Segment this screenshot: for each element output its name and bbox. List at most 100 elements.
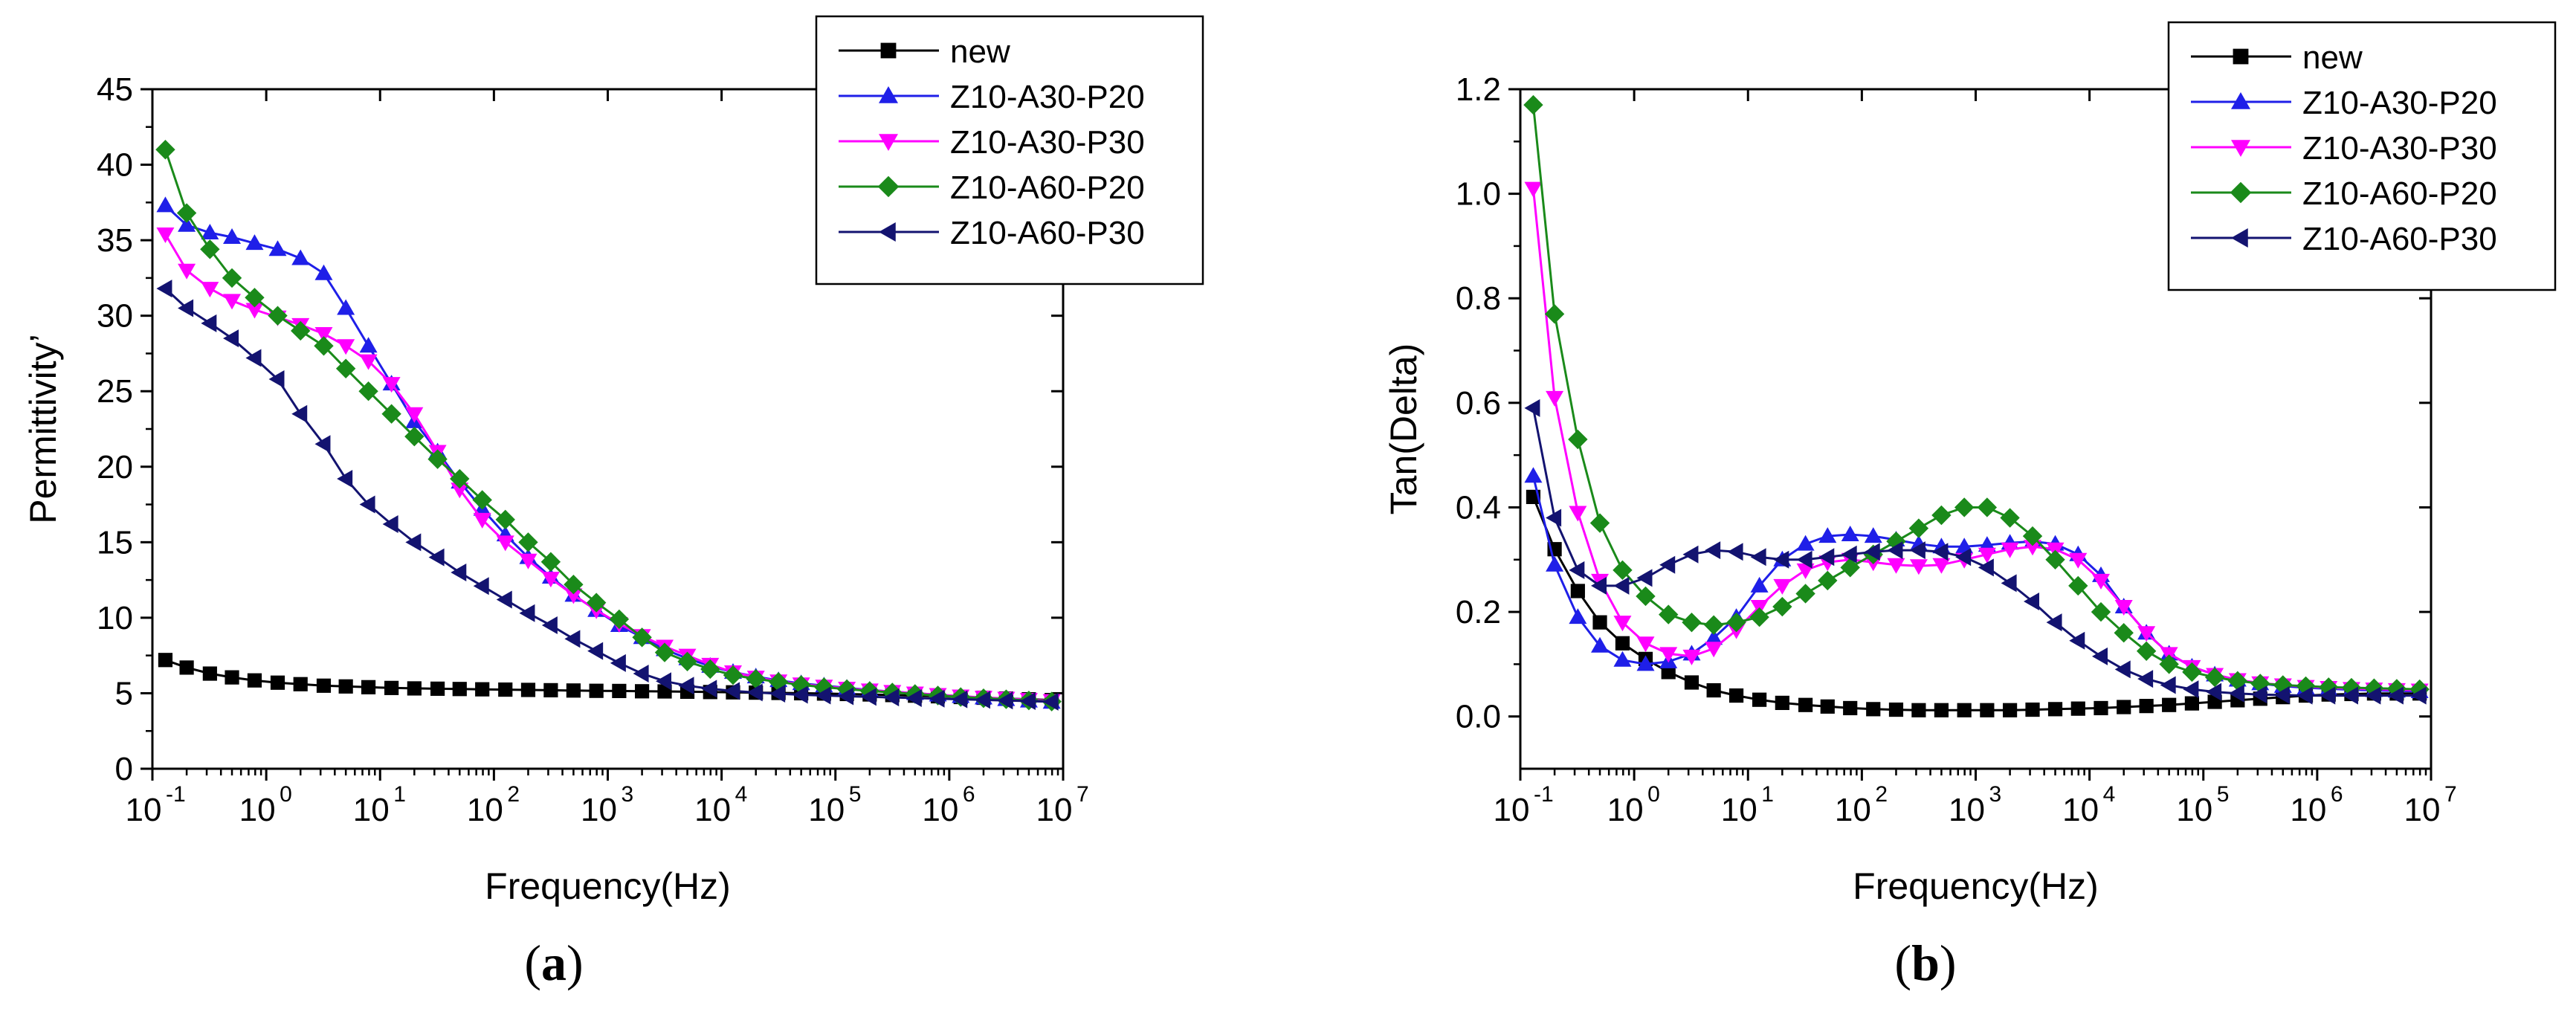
data-point bbox=[2342, 686, 2358, 705]
data-point bbox=[1841, 545, 1857, 564]
data-point bbox=[859, 681, 880, 701]
data-point bbox=[335, 358, 356, 378]
data-point bbox=[291, 249, 310, 265]
data-point bbox=[2296, 676, 2316, 697]
data-point bbox=[178, 299, 194, 317]
data-point bbox=[929, 689, 945, 708]
y-tick-label: 0.2 bbox=[1456, 594, 1501, 630]
data-point bbox=[1955, 548, 1972, 567]
data-point bbox=[1613, 560, 1633, 581]
data-point bbox=[1636, 636, 1655, 653]
x-tick-label: 10 bbox=[2290, 792, 2326, 828]
data-point bbox=[860, 688, 877, 706]
data-point bbox=[156, 196, 175, 213]
data-point bbox=[769, 685, 786, 703]
data-point bbox=[361, 680, 376, 694]
data-point bbox=[974, 691, 990, 709]
legend-marker bbox=[2231, 140, 2250, 157]
x-tick-label: 10 bbox=[126, 792, 162, 828]
data-point bbox=[589, 683, 604, 698]
data-point bbox=[245, 288, 265, 308]
data-point bbox=[2024, 540, 2042, 556]
legend-label: Z10-A60-P20 bbox=[950, 170, 1145, 206]
data-point bbox=[2001, 574, 2017, 593]
legend-entry-z10-a60-p30: Z10-A60-P30 bbox=[2191, 221, 2497, 257]
x-tick-label: 10 bbox=[2176, 792, 2212, 828]
data-point bbox=[520, 682, 536, 697]
data-point bbox=[1591, 576, 1607, 595]
legend-entry-new: new bbox=[839, 33, 1010, 70]
data-point bbox=[746, 668, 766, 689]
caption-b: (b) bbox=[1894, 935, 1956, 991]
data-point bbox=[1909, 541, 1925, 560]
data-point bbox=[1524, 467, 1543, 483]
y-tick-label: 10 bbox=[97, 600, 133, 636]
data-point bbox=[1887, 558, 1905, 574]
legend-entry-z10-a30-p20: Z10-A30-P20 bbox=[839, 79, 1145, 115]
data-point bbox=[768, 672, 789, 692]
x-tick-label: 10 bbox=[1949, 792, 1985, 828]
data-point bbox=[245, 303, 264, 319]
y-tick-label: 15 bbox=[97, 524, 133, 561]
data-point bbox=[1705, 541, 1721, 560]
x-tick-exponent: 2 bbox=[1875, 782, 1888, 807]
data-point bbox=[179, 660, 194, 675]
data-point bbox=[564, 575, 584, 595]
data-point bbox=[587, 642, 604, 660]
data-point bbox=[883, 688, 900, 707]
data-point bbox=[1752, 692, 1767, 707]
data-point bbox=[1570, 584, 1585, 598]
data-point bbox=[384, 680, 399, 695]
data-point bbox=[541, 572, 560, 588]
data-point bbox=[2001, 542, 2019, 558]
legend-entry-z10-a30-p20: Z10-A30-P20 bbox=[2191, 85, 2497, 121]
data-point bbox=[1978, 558, 1994, 577]
data-point bbox=[293, 677, 308, 691]
series-line bbox=[164, 659, 1052, 702]
data-point bbox=[1820, 699, 1835, 714]
data-point bbox=[815, 686, 831, 705]
x-tick-label: 10 bbox=[2062, 792, 2099, 828]
data-point bbox=[2069, 631, 2085, 650]
data-point bbox=[1042, 692, 1059, 711]
legend-marker bbox=[2230, 181, 2252, 204]
data-point bbox=[2387, 686, 2404, 705]
data-point bbox=[2137, 626, 2156, 642]
data-point bbox=[1727, 543, 1743, 561]
data-point bbox=[1705, 642, 1723, 658]
data-point bbox=[1773, 578, 1792, 595]
data-point bbox=[609, 609, 630, 630]
y-axis-title: Permittivity’ bbox=[22, 334, 64, 524]
data-point bbox=[202, 666, 217, 681]
data-point bbox=[1908, 518, 1929, 538]
data-point bbox=[1546, 390, 1564, 407]
data-point bbox=[1703, 615, 1724, 635]
data-point bbox=[314, 336, 334, 356]
legend-marker bbox=[2231, 228, 2248, 248]
x-tick-label: 10 bbox=[1607, 792, 1644, 828]
legend-label: Z10-A30-P30 bbox=[950, 124, 1145, 161]
data-point bbox=[222, 268, 242, 288]
series-z10-a60-p30 bbox=[156, 280, 1059, 711]
data-point bbox=[1864, 527, 1882, 543]
data-point bbox=[156, 280, 172, 298]
data-point bbox=[450, 468, 470, 489]
data-point bbox=[405, 533, 422, 552]
data-point bbox=[2320, 686, 2336, 705]
data-point bbox=[564, 630, 581, 648]
data-point bbox=[1728, 688, 1744, 703]
x-tick-label: 10 bbox=[1835, 792, 1871, 828]
data-point bbox=[1796, 563, 1815, 579]
data-point bbox=[2114, 600, 2133, 616]
data-point bbox=[1934, 703, 1949, 717]
data-point bbox=[2068, 575, 2088, 596]
data-point bbox=[566, 683, 581, 698]
data-point bbox=[475, 682, 490, 697]
data-point bbox=[2183, 680, 2199, 699]
data-point bbox=[201, 282, 219, 298]
legend-marker bbox=[879, 222, 896, 242]
data-point bbox=[1957, 703, 1972, 717]
data-point bbox=[245, 349, 262, 367]
legend-frame bbox=[815, 15, 1204, 285]
data-point bbox=[382, 377, 401, 393]
